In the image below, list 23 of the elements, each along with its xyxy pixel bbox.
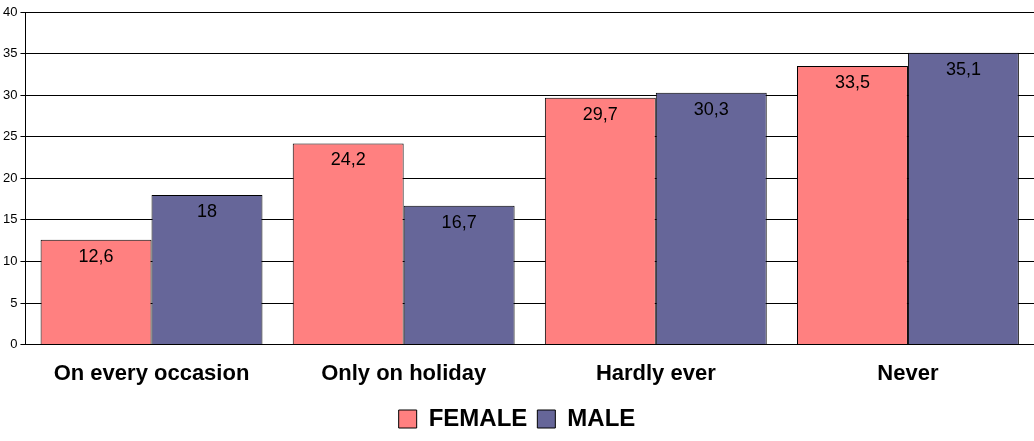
y-tick-label: 5 [10, 294, 18, 310]
y-tick-label: 30 [2, 86, 18, 102]
legend-label: FEMALE [428, 403, 528, 431]
data-label: 33,5 [834, 72, 870, 93]
data-label: 12,6 [78, 245, 114, 266]
data-label: 24,2 [330, 149, 366, 170]
y-tick-label: 15 [2, 211, 18, 227]
x-tick-label: Never [877, 359, 939, 385]
y-tick-label: 10 [2, 253, 18, 269]
data-label: 30,3 [693, 98, 729, 119]
x-tick-label: Only on holiday [321, 359, 487, 385]
y-tick-label: 40 [2, 3, 18, 19]
y-tick-label: 25 [2, 128, 18, 144]
data-label: 18 [196, 200, 218, 221]
legend-label: MALE [567, 403, 636, 431]
data-label: 16,7 [441, 211, 477, 232]
x-tick-label: On every occasion [53, 359, 250, 385]
y-tick-label: 0 [10, 336, 18, 352]
y-tick-label: 20 [2, 169, 18, 185]
data-label: 35,1 [945, 58, 981, 79]
x-tick-label: Hardly ever [595, 359, 717, 385]
data-label: 29,7 [582, 103, 618, 124]
y-tick-label: 35 [2, 45, 18, 61]
